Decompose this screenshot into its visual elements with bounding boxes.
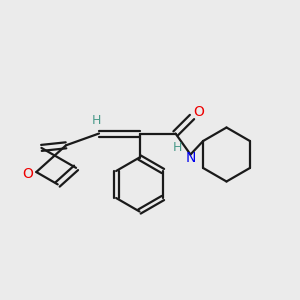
Text: O: O: [22, 167, 33, 181]
Text: H: H: [173, 141, 183, 154]
Text: H: H: [91, 114, 101, 128]
Text: N: N: [185, 151, 196, 164]
Text: O: O: [193, 106, 204, 119]
